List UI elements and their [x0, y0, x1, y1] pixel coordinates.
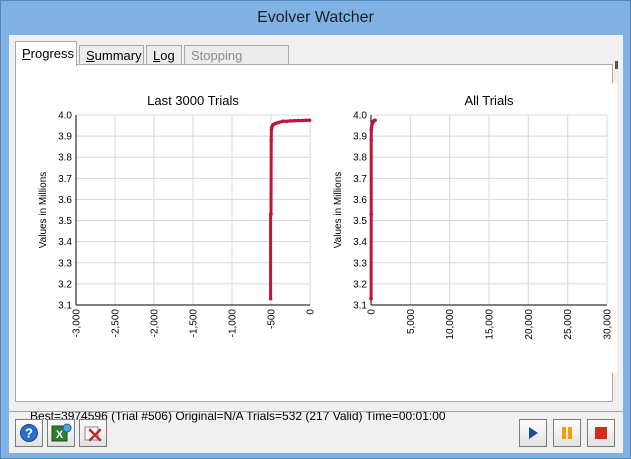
- bottom-separator: [9, 411, 623, 412]
- series-point: [292, 118, 297, 123]
- x-tick-label: 0: [367, 309, 378, 315]
- series-point: [300, 118, 305, 123]
- y-tick-label: 3.2: [58, 279, 72, 290]
- series-point: [284, 119, 289, 124]
- svg-text:X: X: [56, 429, 64, 441]
- stop-button[interactable]: [587, 419, 615, 447]
- series-point: [273, 121, 278, 126]
- series-point: [277, 120, 281, 125]
- y-axis-label: Values in Millions: [38, 172, 49, 249]
- x-tick-label: -1,500: [189, 309, 200, 338]
- x-tick-label: -3,000: [72, 309, 83, 338]
- series-point: [269, 212, 273, 217]
- series-point: [296, 118, 301, 123]
- y-tick-label: 3.8: [353, 153, 367, 164]
- y-tick-label: 3.5: [353, 216, 367, 227]
- stop-icon: [595, 427, 607, 439]
- y-axis-label: Values in Millions: [333, 172, 344, 249]
- svg-text:?: ?: [25, 426, 33, 441]
- series-point: [269, 138, 274, 143]
- x-tick-label: 25,000: [563, 309, 574, 340]
- play-icon: [529, 427, 538, 439]
- y-tick-label: 3.6: [353, 195, 367, 206]
- remove-icon: [84, 426, 102, 442]
- y-tick-label: 4.0: [353, 111, 367, 122]
- series-point: [268, 296, 273, 301]
- y-tick-label: 4.0: [58, 111, 72, 122]
- x-tick-label: -2,500: [111, 309, 122, 338]
- y-tick-label: 3.9: [353, 132, 367, 143]
- x-tick-label: 15,000: [485, 309, 496, 340]
- x-tick-label: -500: [267, 309, 278, 329]
- x-tick-label: 0: [306, 309, 317, 315]
- series-point: [369, 212, 373, 217]
- last-3000-trials-chart: Last 3000 Trials Values in Millions 3.1 3.2…: [30, 83, 320, 373]
- series-point: [307, 118, 312, 123]
- tab-progress-accel: P: [22, 46, 31, 61]
- y-tick-label: 3.5: [58, 216, 72, 227]
- x-tick-label: 5,000: [406, 309, 417, 334]
- tab-log-label: og: [160, 48, 175, 63]
- y-tick-label: 3.4: [353, 237, 367, 248]
- y-tick-label: 3.3: [58, 258, 72, 269]
- y-tick-label: 3.6: [58, 195, 72, 206]
- y-tick-label: 3.7: [353, 174, 367, 185]
- bottom-toolbar: ? X: [9, 415, 623, 451]
- y-tick-label: 3.9: [58, 132, 72, 143]
- tab-progress-label: rogress: [30, 46, 75, 61]
- series-point: [280, 119, 285, 124]
- scroll-marker: [615, 61, 618, 69]
- y-tick-label: 3.2: [353, 279, 367, 290]
- chart-title: Last 3000 Trials: [147, 93, 239, 108]
- series-point: [304, 118, 308, 123]
- y-tick-label: 3.8: [58, 153, 72, 164]
- tab-summary-label: ummary: [94, 48, 142, 63]
- client-area: Progress Summary Log Stopping Options La…: [9, 35, 623, 453]
- all-trials-chart: All Trials Values in Millions 3.1 3.2 3.3 3.4…: [328, 83, 617, 373]
- tab-summary[interactable]: Summary: [79, 45, 144, 65]
- excel-report-button[interactable]: X: [47, 419, 75, 447]
- help-icon: ?: [20, 424, 38, 442]
- pause-button[interactable]: [553, 419, 581, 447]
- x-tick-label: 10,000: [445, 309, 456, 340]
- tab-summary-accel: S: [86, 48, 95, 63]
- series-point: [369, 138, 374, 143]
- x-tick-label: 30,000: [603, 309, 614, 340]
- tab-stopping-options: Stopping Options: [184, 45, 289, 83]
- tab-log-accel: L: [153, 48, 161, 63]
- x-tick-label: -2,000: [150, 309, 161, 338]
- y-tick-label: 3.1: [353, 301, 367, 312]
- excel-report-icon: X: [51, 423, 72, 442]
- x-tick-label: -1,000: [228, 309, 239, 338]
- tab-log[interactable]: Log: [146, 45, 182, 65]
- series-point: [288, 119, 293, 123]
- x-tick-label: 20,000: [524, 309, 535, 340]
- y-tick-label: 3.3: [353, 258, 367, 269]
- chart-title: All Trials: [464, 93, 514, 108]
- tab-progress[interactable]: Progress: [15, 41, 77, 66]
- remove-button[interactable]: [79, 419, 107, 447]
- y-tick-label: 3.4: [58, 237, 72, 248]
- run-button[interactable]: [519, 419, 547, 447]
- series-point: [369, 296, 373, 301]
- help-button[interactable]: ?: [15, 419, 43, 447]
- series-point: [373, 118, 377, 123]
- pause-icon: [562, 427, 572, 439]
- window-title: Evolver Watcher: [257, 9, 374, 26]
- status-line: Best=3974596 (Trial #506) Original=N/A T…: [30, 409, 446, 423]
- y-tick-label: 3.7: [58, 174, 72, 185]
- progress-panel: Last 3000 Trials Values in Millions 3.1 3.2…: [15, 64, 617, 423]
- y-tick-label: 3.1: [58, 301, 72, 312]
